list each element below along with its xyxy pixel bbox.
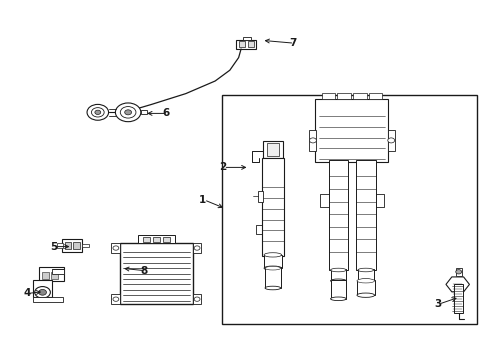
- Bar: [355, 160, 375, 270]
- Text: 1: 1: [199, 195, 206, 205]
- Bar: [455, 268, 461, 276]
- Bar: [330, 280, 346, 299]
- Ellipse shape: [264, 253, 281, 257]
- Circle shape: [309, 138, 316, 143]
- Text: 6: 6: [163, 108, 169, 118]
- Bar: [120, 243, 192, 304]
- Bar: [73, 242, 80, 249]
- Bar: [51, 272, 58, 279]
- Circle shape: [194, 246, 200, 250]
- Bar: [33, 297, 62, 302]
- Circle shape: [39, 289, 46, 295]
- Ellipse shape: [264, 286, 280, 290]
- Bar: [357, 269, 373, 281]
- Bar: [308, 130, 316, 151]
- Bar: [328, 160, 347, 270]
- Text: 3: 3: [433, 299, 440, 309]
- Bar: [243, 37, 250, 40]
- Bar: [153, 237, 160, 242]
- Circle shape: [455, 270, 461, 274]
- Text: 7: 7: [289, 38, 297, 48]
- Bar: [62, 239, 81, 252]
- Circle shape: [35, 287, 50, 298]
- Circle shape: [91, 108, 104, 117]
- Bar: [236, 40, 255, 49]
- Bar: [192, 294, 201, 304]
- Bar: [453, 284, 462, 313]
- Text: 4: 4: [23, 288, 31, 298]
- Bar: [262, 158, 283, 256]
- Bar: [111, 294, 120, 304]
- Circle shape: [387, 138, 394, 143]
- Ellipse shape: [330, 279, 346, 283]
- Bar: [263, 141, 282, 158]
- Bar: [52, 269, 64, 274]
- Bar: [337, 93, 350, 99]
- Bar: [33, 280, 52, 297]
- Ellipse shape: [330, 297, 346, 301]
- Bar: [142, 237, 149, 242]
- Circle shape: [115, 103, 141, 122]
- Bar: [315, 99, 387, 162]
- Circle shape: [120, 107, 136, 118]
- Ellipse shape: [356, 279, 374, 283]
- Bar: [65, 242, 71, 249]
- Ellipse shape: [357, 268, 373, 272]
- Circle shape: [87, 104, 108, 120]
- Bar: [264, 267, 280, 288]
- Circle shape: [194, 297, 200, 301]
- Bar: [387, 130, 394, 151]
- Bar: [330, 269, 346, 281]
- Bar: [356, 280, 374, 295]
- Bar: [192, 243, 201, 253]
- Bar: [108, 109, 128, 116]
- Bar: [239, 41, 244, 47]
- Circle shape: [95, 110, 101, 114]
- Ellipse shape: [264, 266, 280, 270]
- Bar: [247, 41, 253, 47]
- Bar: [39, 267, 63, 281]
- Bar: [111, 243, 120, 253]
- Circle shape: [113, 297, 119, 301]
- Bar: [42, 272, 49, 279]
- Text: 8: 8: [141, 266, 147, 276]
- Bar: [138, 235, 175, 243]
- Bar: [57, 243, 63, 248]
- Circle shape: [113, 246, 119, 250]
- Bar: [163, 237, 170, 242]
- Ellipse shape: [357, 279, 373, 283]
- Bar: [352, 93, 366, 99]
- Ellipse shape: [264, 266, 281, 270]
- Bar: [141, 110, 146, 114]
- Text: 2: 2: [219, 162, 225, 172]
- Ellipse shape: [330, 268, 346, 272]
- Bar: [368, 93, 382, 99]
- Bar: [258, 191, 263, 202]
- Bar: [81, 244, 88, 247]
- Text: 5: 5: [50, 242, 57, 252]
- Bar: [222, 95, 476, 324]
- Circle shape: [124, 110, 131, 115]
- Bar: [264, 255, 281, 268]
- Bar: [266, 143, 278, 156]
- Ellipse shape: [356, 293, 374, 297]
- Bar: [321, 93, 335, 99]
